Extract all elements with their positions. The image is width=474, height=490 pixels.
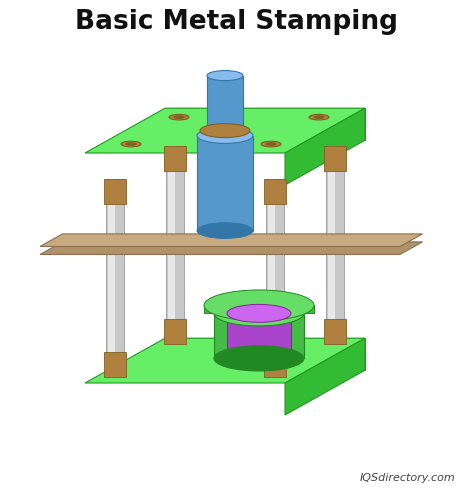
Bar [166, 146, 184, 344]
Bar [197, 136, 253, 231]
Ellipse shape [214, 346, 304, 371]
Bar [268, 179, 275, 377]
Ellipse shape [197, 128, 253, 144]
Ellipse shape [200, 123, 250, 138]
Polygon shape [285, 108, 365, 185]
Bar [164, 146, 186, 171]
Bar [104, 179, 126, 204]
Bar [328, 146, 335, 344]
Polygon shape [85, 338, 365, 383]
Polygon shape [40, 242, 422, 254]
Bar [104, 352, 126, 377]
Ellipse shape [204, 290, 314, 321]
Bar [168, 146, 175, 344]
Polygon shape [165, 108, 365, 140]
Polygon shape [40, 234, 422, 246]
Ellipse shape [126, 143, 136, 146]
Bar [207, 75, 243, 131]
Bar [266, 179, 284, 377]
Bar [164, 319, 186, 344]
Bar [204, 305, 314, 314]
Bar [326, 146, 344, 344]
Ellipse shape [214, 301, 304, 326]
Polygon shape [285, 338, 365, 415]
Polygon shape [165, 338, 365, 370]
Ellipse shape [197, 223, 253, 239]
Ellipse shape [266, 143, 276, 146]
Polygon shape [85, 108, 365, 153]
Ellipse shape [174, 116, 184, 119]
Bar [227, 314, 291, 358]
Bar [214, 314, 304, 358]
Bar [264, 179, 286, 204]
Text: IQSdirectory.com: IQSdirectory.com [359, 473, 455, 483]
Ellipse shape [314, 116, 324, 119]
Bar [324, 319, 346, 344]
Bar [108, 179, 115, 377]
Bar [324, 146, 346, 171]
Ellipse shape [169, 114, 189, 120]
Ellipse shape [207, 71, 243, 81]
Ellipse shape [227, 304, 291, 322]
Ellipse shape [309, 114, 329, 120]
Ellipse shape [261, 141, 281, 147]
Text: Basic Metal Stamping: Basic Metal Stamping [75, 9, 399, 35]
Bar [106, 179, 124, 377]
Ellipse shape [121, 141, 141, 147]
Bar [264, 352, 286, 377]
